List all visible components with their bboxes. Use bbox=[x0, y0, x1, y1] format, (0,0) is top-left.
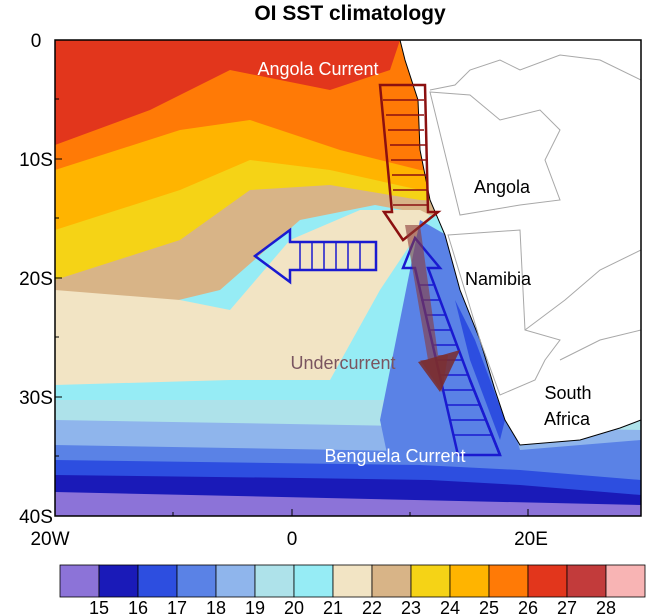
sst-band-15 bbox=[55, 492, 641, 516]
colorbar-swatch bbox=[566, 564, 607, 598]
colorbar-tick-label: 23 bbox=[401, 598, 421, 616]
colorbar-labels: 15 16 17 18 19 20 21 22 23 24 25 26 27 28 bbox=[89, 598, 616, 616]
colorbar-tick-label: 26 bbox=[518, 598, 538, 616]
x-tick-label: 20E bbox=[514, 529, 548, 550]
colorbar-swatch bbox=[215, 564, 256, 598]
undercurrent-arrow bbox=[405, 225, 460, 392]
y-tick-label: 30S bbox=[19, 388, 53, 409]
colorbar-swatch bbox=[98, 564, 139, 598]
angola-current-label: Angola Current bbox=[257, 59, 378, 79]
colorbar-swatch bbox=[410, 564, 451, 598]
country-borders bbox=[429, 91, 561, 216]
sst-coastal-upwelling bbox=[380, 220, 641, 516]
colorbar-tick-label: 17 bbox=[167, 598, 187, 616]
colorbar-tick-label: 28 bbox=[596, 598, 616, 616]
colorbar-tick-label: 24 bbox=[440, 598, 460, 616]
y-axis-ticks bbox=[55, 39, 62, 517]
y-tick-label: 20S bbox=[19, 269, 53, 290]
benguela-current-label: Benguela Current bbox=[324, 446, 465, 466]
x-axis-ticks bbox=[54, 509, 529, 516]
undercurrent-label: Undercurrent bbox=[290, 353, 395, 373]
sst-field bbox=[55, 40, 641, 516]
benguela-current-arrow bbox=[401, 235, 502, 457]
colorbar-swatch bbox=[176, 564, 217, 598]
south-africa-label-line1: South bbox=[544, 383, 591, 403]
figure-title: OI SST climatology bbox=[254, 2, 446, 25]
colorbar-swatch bbox=[293, 564, 334, 598]
colorbar-swatch bbox=[254, 564, 295, 598]
colorbar-tick-label: 16 bbox=[128, 598, 148, 616]
x-tick-label: 0 bbox=[287, 529, 298, 550]
angola-current-arrow bbox=[378, 83, 442, 242]
x-tick-label: 20W bbox=[30, 529, 69, 550]
south-africa-label-line2: Africa bbox=[544, 409, 591, 429]
colorbar-tick-label: 20 bbox=[284, 598, 304, 616]
angola-label: Angola bbox=[474, 177, 531, 197]
colorbar-swatch bbox=[59, 564, 100, 598]
colorbar-tick-label: 19 bbox=[245, 598, 265, 616]
colorbar-swatch bbox=[605, 564, 646, 598]
colorbar-swatch bbox=[371, 564, 412, 598]
westward-arrow bbox=[252, 227, 378, 285]
colorbar bbox=[59, 564, 646, 598]
colorbar-tick-label: 21 bbox=[323, 598, 343, 616]
colorbar-swatch bbox=[332, 564, 373, 598]
y-tick-label: 0 bbox=[31, 31, 42, 52]
colorbar-tick-label: 18 bbox=[206, 598, 226, 616]
colorbar-swatch bbox=[449, 564, 490, 598]
colorbar-swatch bbox=[527, 564, 568, 598]
y-tick-label: 40S bbox=[19, 507, 53, 528]
colorbar-swatch bbox=[488, 564, 529, 598]
colorbar-tick-label: 25 bbox=[479, 598, 499, 616]
colorbar-tick-label: 27 bbox=[557, 598, 577, 616]
y-tick-label: 10S bbox=[19, 150, 53, 171]
colorbar-tick-label: 22 bbox=[362, 598, 382, 616]
sst-coastal-cold-strip bbox=[455, 300, 505, 440]
colorbar-swatch bbox=[137, 564, 178, 598]
namibia-label: Namibia bbox=[465, 269, 532, 289]
colorbar-tick-label: 15 bbox=[89, 598, 109, 616]
sst-band-27 bbox=[55, 40, 400, 145]
